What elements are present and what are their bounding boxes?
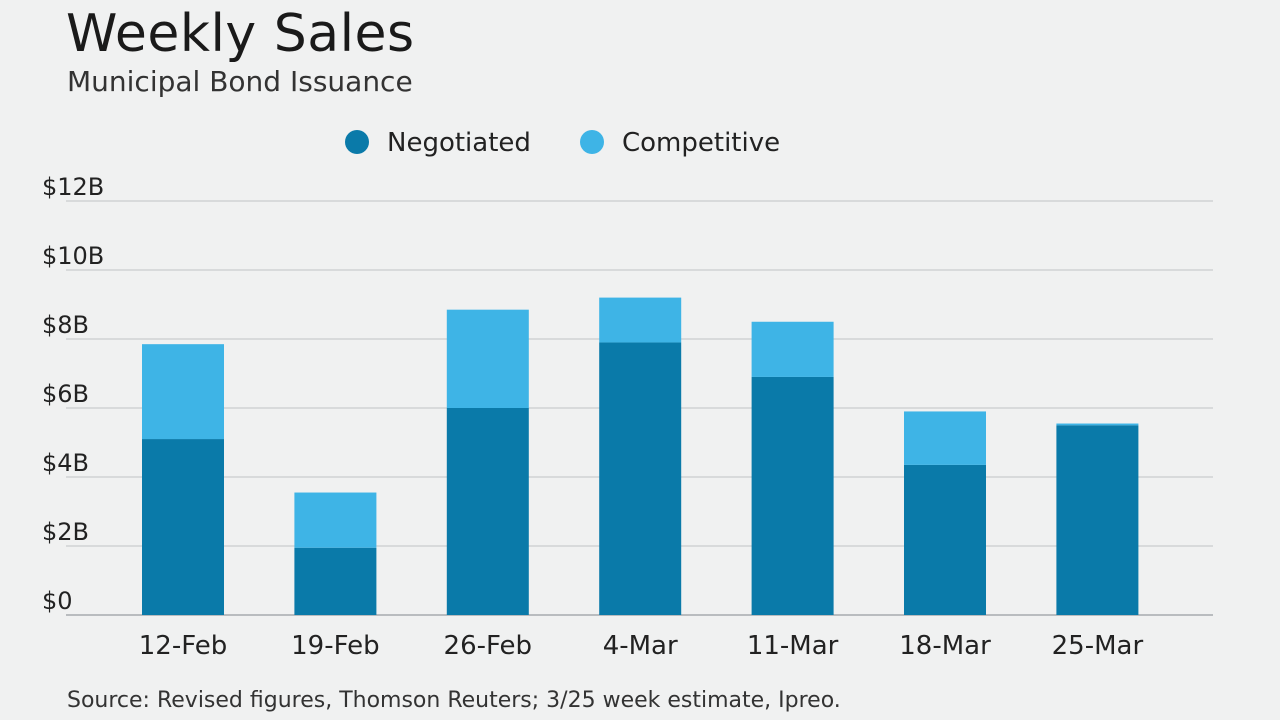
x-tick-label: 18-Mar <box>899 631 991 661</box>
bar-competitive-11-mar <box>751 321 834 377</box>
y-tick-label: $6B <box>42 380 89 408</box>
y-tick-label: $2B <box>42 518 89 546</box>
y-tick-label: $8B <box>42 311 89 339</box>
bar-competitive-18-mar <box>904 411 986 465</box>
x-tick-label: 19-Feb <box>291 631 380 661</box>
bar-negotiated-11-mar <box>751 376 834 615</box>
y-tick-label: $10B <box>42 242 104 270</box>
bar-competitive-12-feb <box>142 344 224 440</box>
y-tick-label: $0 <box>42 587 73 615</box>
bar-negotiated-4-mar <box>599 342 682 615</box>
chart-source: Source: Revised figures, Thomson Reuters… <box>67 688 841 713</box>
legend-swatch-competitive <box>580 130 604 154</box>
bar-competitive-25-mar <box>1056 423 1139 426</box>
legend-label-competitive: Competitive <box>622 128 780 158</box>
bar-competitive-26-feb <box>446 309 529 408</box>
x-axis: 12-Feb 19-Feb 26-Feb 4-Mar 11-Mar 18-Mar 25-Ma… <box>139 631 1144 661</box>
legend-label-negotiated: Negotiated <box>387 128 531 158</box>
y-axis: $0 $2B $4B $6B $8B $10B $12B <box>42 173 104 615</box>
bar-negotiated-25-mar <box>1056 425 1139 615</box>
x-tick-label: 25-Mar <box>1052 631 1144 661</box>
x-tick-label: 4-Mar <box>603 631 678 661</box>
x-tick-label: 26-Feb <box>444 631 533 661</box>
bars <box>142 297 1139 615</box>
x-tick-label: 11-Mar <box>747 631 839 661</box>
bar-negotiated-18-mar <box>904 464 986 615</box>
y-tick-label: $12B <box>42 173 104 201</box>
legend-swatch-negotiated <box>345 130 369 154</box>
bar-competitive-19-feb <box>294 492 377 548</box>
legend: Negotiated Competitive <box>345 128 780 158</box>
y-tick-label: $4B <box>42 449 89 477</box>
x-tick-label: 12-Feb <box>139 631 228 661</box>
bar-negotiated-12-feb <box>142 439 224 615</box>
chart-subtitle: Municipal Bond Issuance <box>67 65 413 98</box>
bar-competitive-4-mar <box>599 297 682 343</box>
chart-title: Weekly Sales <box>66 4 415 64</box>
bar-negotiated-19-feb <box>294 547 377 615</box>
bar-negotiated-26-feb <box>446 408 529 615</box>
